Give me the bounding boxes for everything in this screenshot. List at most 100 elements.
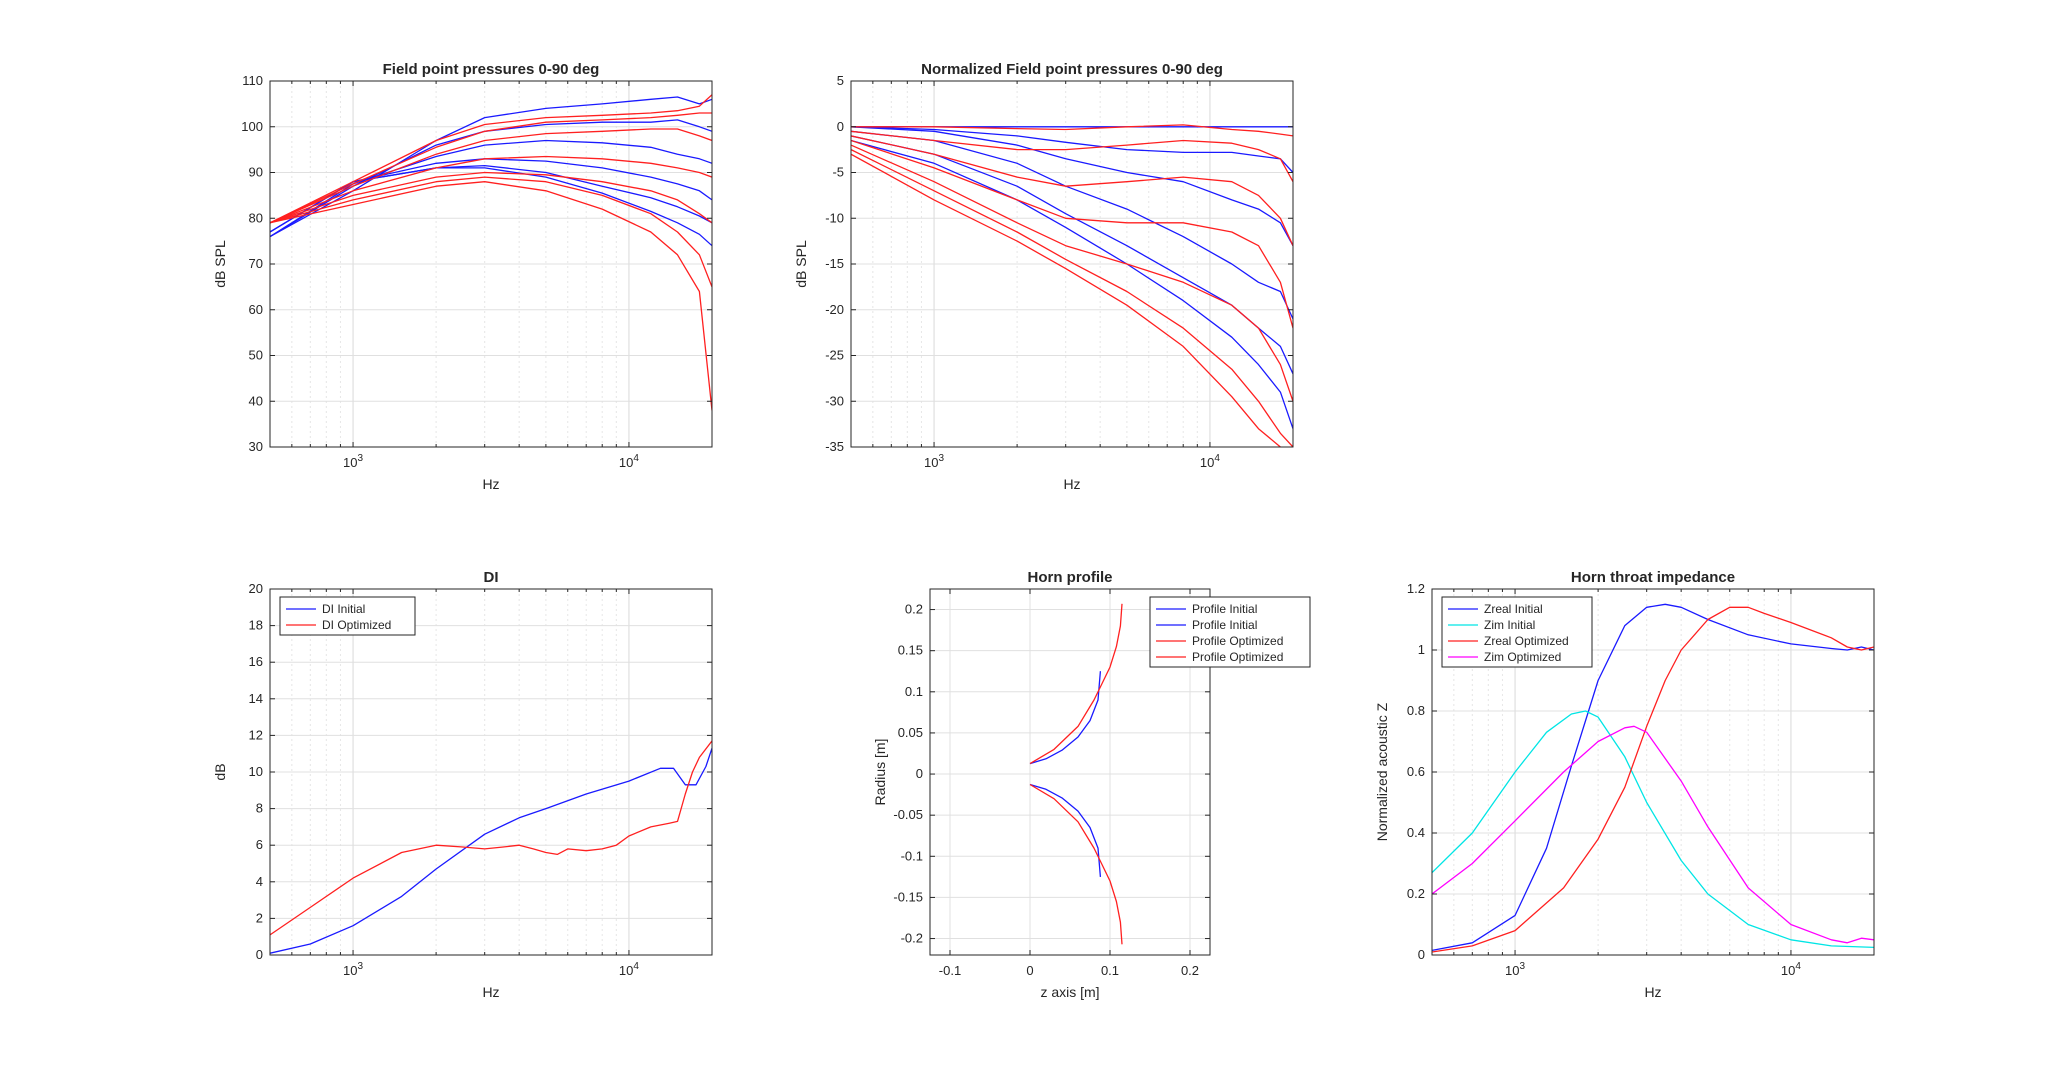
y-tick-label: -0.1	[901, 848, 923, 863]
y-tick-label: 70	[249, 256, 263, 271]
y-tick-label: 0	[1418, 947, 1425, 962]
series-line-2	[851, 126, 1293, 173]
x-tick-label: 0.1	[1101, 963, 1119, 978]
series-line-9	[851, 135, 1293, 246]
legend-entry: Profile Initial	[1192, 618, 1257, 632]
chart-p2: -35 -30 -25 -20 -15 -10 -5 0 5 103 104 Normalized F…	[793, 61, 1294, 492]
y-tick-label: 5	[837, 73, 844, 88]
series-line-4	[1029, 783, 1123, 945]
y-tick-label: 0.1	[905, 684, 923, 699]
x-axis-label: Hz	[482, 476, 499, 492]
x-tick-label: 0.2	[1181, 963, 1199, 978]
legend-entry: Profile Optimized	[1192, 650, 1283, 664]
series-line-3	[1432, 606, 1874, 953]
chart-title: DI	[484, 569, 499, 586]
y-tick-label: 0.6	[1407, 764, 1425, 779]
x-axis-label: Hz	[1644, 984, 1661, 1000]
legend-entry: Zreal Initial	[1484, 602, 1543, 616]
x-axis-label: Hz	[482, 984, 499, 1000]
series-line-7	[270, 94, 712, 224]
y-tick-label: 1	[1418, 642, 1425, 657]
legend-entry: Zreal Optimized	[1484, 634, 1569, 648]
series-group	[851, 124, 1293, 447]
series-line-10	[851, 139, 1293, 329]
axes-frame	[929, 588, 1211, 956]
legend: Profile Initial Profile Initial Profile Op…	[1149, 596, 1311, 668]
y-axis-label: dB	[212, 763, 228, 780]
y-tick-label: 2	[256, 910, 263, 925]
y-tick-label: 60	[249, 302, 263, 317]
chart-p4: -0.2 -0.15 -0.1 -0.05 0 0.05 0.1 0.15 0.2 -0.1 0 0.…	[872, 569, 1311, 1000]
series-group	[270, 94, 712, 411]
series-line-5	[851, 135, 1293, 375]
series-line-13	[270, 181, 712, 411]
y-tick-label: 30	[249, 439, 263, 454]
y-tick-label: 50	[249, 348, 263, 363]
series-line-11	[270, 171, 712, 224]
x-tick-label: 104	[1200, 453, 1220, 470]
series-line-12	[270, 176, 712, 288]
y-tick-label: 0.05	[898, 725, 923, 740]
series-group	[270, 740, 712, 954]
y-tick-label: 0.2	[1407, 886, 1425, 901]
legend-entry: Profile Initial	[1192, 602, 1257, 616]
series-line-3	[1029, 603, 1123, 765]
series-line-2	[1432, 710, 1874, 949]
x-tick-label: 104	[1781, 961, 1801, 978]
series-line-1	[1432, 603, 1874, 952]
y-tick-label: -0.2	[901, 931, 923, 946]
legend: Zreal Initial Zim Initial Zreal Optimized Z…	[1441, 596, 1593, 668]
chart-title: Horn profile	[1028, 569, 1113, 586]
series-line-8	[851, 130, 1293, 183]
series-line-6	[851, 139, 1293, 429]
y-tick-label: 12	[249, 727, 263, 742]
legend-entry: Zim Optimized	[1484, 650, 1561, 664]
y-tick-label: 0.8	[1407, 703, 1425, 718]
y-tick-label: 100	[241, 119, 263, 134]
y-tick-label: 0	[256, 947, 263, 962]
series-line-8	[270, 112, 712, 224]
series-line-9	[270, 128, 712, 224]
y-tick-label: 1.2	[1407, 581, 1425, 596]
series-line-10	[270, 155, 712, 224]
y-tick-label: 14	[249, 691, 263, 706]
y-tick-label: 16	[249, 654, 263, 669]
series-line-4	[270, 158, 712, 233]
x-tick-label: 0	[1026, 963, 1033, 978]
chart-title: Horn throat impedance	[1571, 569, 1735, 586]
y-tick-label: 8	[256, 801, 263, 816]
y-tick-label: 6	[256, 837, 263, 852]
y-tick-label: -35	[825, 439, 844, 454]
chart-p5: 0 0.2 0.4 0.6 0.8 1 1.2 103 104 Horn throat imped…	[1374, 569, 1875, 1000]
x-tick-label: 104	[619, 961, 639, 978]
y-tick-label: -5	[832, 165, 844, 180]
y-tick-label: 80	[249, 210, 263, 225]
x-tick-label: -0.1	[939, 963, 961, 978]
series-line-2	[270, 740, 712, 936]
y-axis-label: dB SPL	[793, 240, 809, 288]
y-tick-label: -25	[825, 348, 844, 363]
series-line-3	[851, 126, 1293, 247]
legend: DI Initial DI Optimized	[279, 596, 416, 636]
x-tick-label: 103	[343, 453, 363, 470]
series-line-1	[1029, 671, 1102, 765]
series-line-13	[851, 153, 1281, 447]
x-tick-label: 103	[343, 961, 363, 978]
legend-entry: Profile Optimized	[1192, 634, 1283, 648]
legend-box	[279, 596, 416, 636]
series-line-7	[851, 124, 1293, 137]
y-tick-label: 10	[249, 764, 263, 779]
y-tick-label: -10	[825, 210, 844, 225]
legend-entry: DI Optimized	[322, 618, 391, 632]
y-tick-label: -15	[825, 256, 844, 271]
legend-entry: DI Initial	[322, 602, 365, 616]
series-line-2	[1029, 783, 1102, 877]
series-group	[1029, 603, 1123, 945]
y-axis-label: Radius [m]	[872, 739, 888, 806]
y-tick-label: 18	[249, 618, 263, 633]
x-tick-label: 103	[924, 453, 944, 470]
series-line-4	[1432, 725, 1874, 944]
series-line-11	[851, 144, 1293, 402]
y-tick-label: 4	[256, 874, 263, 889]
